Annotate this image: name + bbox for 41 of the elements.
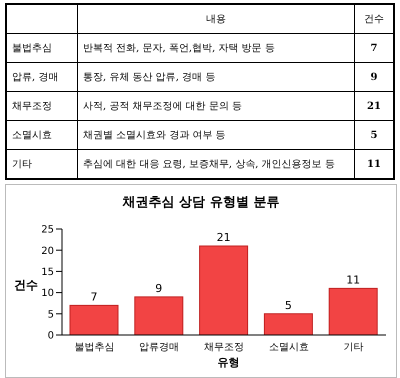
x-tick-label: 채무조정 [204,342,244,354]
x-axis-title: 유형 [216,355,240,370]
text: 11 [354,150,394,179]
bar [264,313,313,335]
y-tick-label: 10 [41,288,54,300]
text: 추심에 대한 대응 요령, 보증채무, 상속, 개인신용정보 등 [78,150,354,179]
text: 채권별 소멸시효와 경과 여부 등 [78,120,354,150]
data-label: 11 [346,273,360,286]
data-label: 5 [284,298,292,312]
text: 통장, 유체 동산 압류, 경매 등 [78,62,354,92]
text: 불법추심 [6,34,78,62]
y-tick-label: 5 [48,309,54,320]
y-tick-label: 0 [48,330,54,342]
text: 5 [354,120,394,150]
data-label: 7 [90,290,98,304]
text: 압류, 경매 [6,62,78,92]
bar [134,296,184,335]
y-tick-label: 20 [41,246,54,257]
y-tick-label: 15 [41,266,54,278]
text: 건수 [354,4,394,34]
x-tick-label: 소멸시효 [268,342,309,354]
text: 반복적 전화, 문자, 폭언,협박, 자택 방문 등 [78,34,354,62]
x-tick-label: 불법추심 [74,342,114,354]
text: 21 [354,92,394,120]
data-label: 21 [216,230,231,244]
bar [70,304,118,335]
x-tick-label: 압류경매 [139,342,180,354]
text: 7 [354,34,394,62]
y-axis-title: 건수 [14,277,38,294]
y-tick-label: 25 [41,224,54,236]
text: 내용 [78,4,354,34]
text: 9 [354,62,394,92]
bar [328,288,378,335]
text: 기타 [6,150,78,179]
bar [199,245,248,335]
chart-title: 채권추심 상담 유형별 분류 [122,194,280,211]
data-label: 9 [155,282,162,295]
text: 소멸시효 [6,120,78,150]
text: 채무조정 [6,92,78,120]
x-tick-label: 기타 [344,342,364,354]
text: 사적, 공적 채무조정에 대한 문의 등 [78,92,354,120]
